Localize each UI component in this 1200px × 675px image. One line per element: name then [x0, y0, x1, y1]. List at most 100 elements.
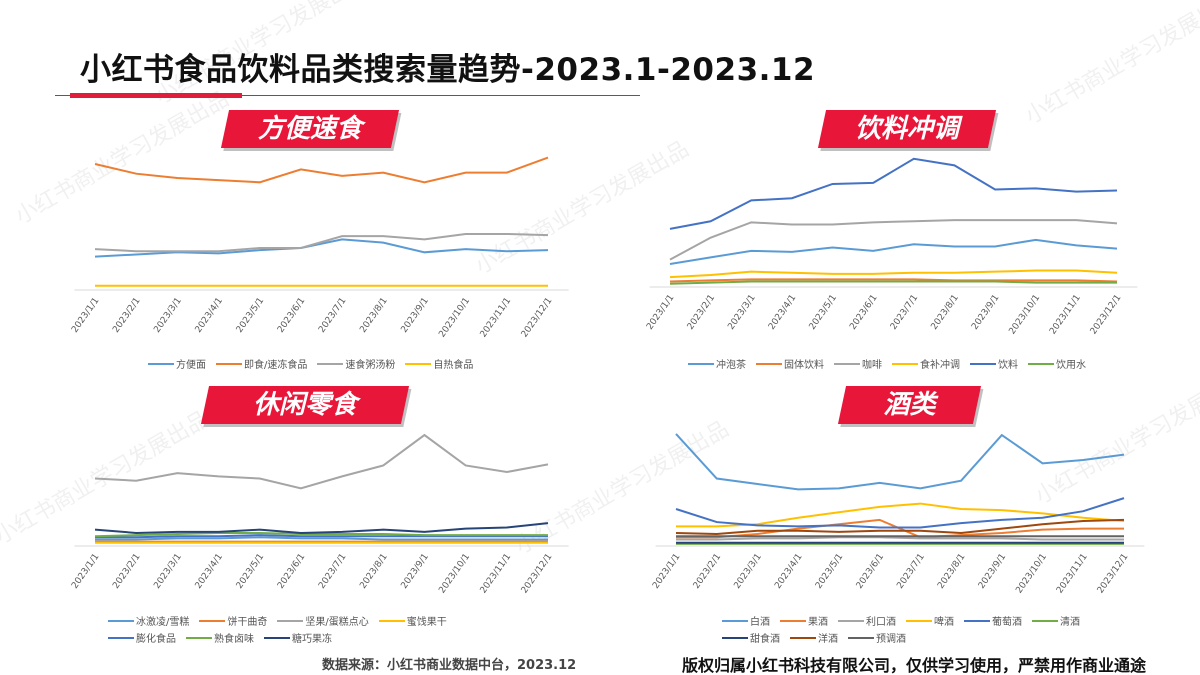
legend-label: 利口酒 [866, 617, 896, 628]
x-tick-label: 2023/7/1 [895, 552, 926, 591]
legend-swatch [790, 636, 816, 639]
legend-label: 白酒 [750, 617, 770, 628]
legend-swatch [1028, 362, 1054, 365]
legend-label: 速食粥汤粉 [345, 360, 396, 371]
legend-label: 熟食卤味 [214, 634, 254, 645]
title-underline [55, 95, 640, 96]
legend-item: 预调酒 [848, 630, 906, 645]
chart-snacks: 2023/1/1 2023/2/1 2023/3/1 2023/4/1 2023/5/1… [70, 433, 569, 596]
series-line [94, 156, 549, 184]
legend-item: 饮用水 [1028, 356, 1086, 371]
legend-swatch [186, 636, 212, 639]
legend-swatch [108, 619, 134, 622]
legend-swatch [848, 636, 874, 639]
series-line [675, 497, 1125, 529]
x-tick-label: 2023/5/1 [808, 293, 839, 332]
x-tick-label: 2023/9/1 [400, 296, 431, 335]
x-tick-label: 2023/3/1 [733, 552, 764, 591]
series-line [669, 278, 1118, 283]
legend-swatch [834, 362, 860, 365]
legend-swatch [378, 619, 405, 622]
x-tick-label: 2023/7/1 [317, 552, 348, 591]
legend-swatch [216, 362, 242, 365]
x-tick-label: 2023/8/1 [930, 293, 961, 332]
series-line [95, 536, 548, 541]
x-tick-label: 2023/2/1 [111, 552, 142, 591]
legend-swatch [780, 619, 806, 622]
legend-label: 甜食酒 [750, 634, 780, 645]
chart-banner: 饮料冲调 [817, 110, 997, 148]
legend-item: 果酒 [780, 613, 828, 628]
x-tick-label: 2023/1/1 [70, 552, 101, 591]
legend-label: 膨化食品 [136, 634, 176, 645]
x-tick-label: 2023/5/1 [235, 296, 266, 335]
chart-title: 饮料冲调 [854, 114, 959, 144]
x-tick-label: 2023/6/1 [855, 552, 886, 591]
legend-label: 咖啡 [862, 360, 882, 371]
legend-label: 饮用水 [1056, 360, 1086, 371]
series-line [675, 433, 1125, 491]
x-tick-label: 2023/7/1 [889, 293, 920, 332]
legend-swatch [277, 619, 304, 622]
legend-label: 预调酒 [876, 634, 906, 645]
x-tick-label: 2023/6/1 [848, 293, 879, 332]
chart-banner: 方便速食 [220, 110, 400, 148]
legend-item: 洋酒 [790, 630, 838, 645]
legend-item: 固体饮料 [756, 356, 824, 371]
legend-item: 坚果/蛋糕点心 [277, 613, 369, 628]
x-tick-label: 2023/8/1 [358, 552, 389, 591]
x-tick-label: 2023/11/1 [479, 552, 514, 596]
title-underline-accent [70, 93, 242, 98]
legend-label: 葡萄酒 [992, 617, 1022, 628]
legend-label: 坚果/蛋糕点心 [305, 617, 369, 628]
x-tick-label: 2023/12/1 [1089, 293, 1124, 337]
series-line [669, 269, 1118, 279]
legend-label: 方便面 [176, 360, 206, 371]
legend-label: 冰激凌/雪糕 [136, 617, 190, 628]
x-tick-label: 2023/10/1 [1008, 293, 1043, 337]
legend-swatch [688, 362, 714, 365]
legend: 白酒 果酒 利口酒 啤酒 葡萄酒 清酒甜食酒 洋酒 预调酒 [722, 613, 1102, 645]
x-tick-label: 2023/1/1 [651, 552, 682, 591]
legend-item: 啤酒 [906, 613, 954, 628]
legend-item: 清酒 [1032, 613, 1080, 628]
x-tick-label: 2023/6/1 [276, 296, 307, 335]
series-line [94, 238, 549, 258]
x-tick-label: 2023/12/1 [520, 296, 555, 340]
legend-swatch [148, 362, 174, 365]
x-tick-label: 2023/8/1 [936, 552, 967, 591]
legend-swatch [964, 619, 990, 622]
x-tick-label: 2023/12/1 [1096, 552, 1131, 596]
legend-item: 饼干曲奇 [199, 613, 267, 628]
x-tick-label: 2023/9/1 [970, 293, 1001, 332]
x-tick-label: 2023/1/1 [645, 293, 676, 332]
legend-label: 即食/速冻食品 [244, 360, 308, 371]
legend: 方便面 即食/速冻食品 速食粥汤粉 自热食品 [148, 356, 568, 371]
legend-item: 葡萄酒 [964, 613, 1022, 628]
legend-swatch [906, 619, 932, 622]
legend: 冲泡茶 固体饮料 咖啡 食补冲调 饮料 饮用水 [688, 356, 1128, 371]
chart-food: 2023/1/1 2023/2/1 2023/3/1 2023/4/1 2023/5/1… [70, 156, 569, 340]
legend-item: 饮料 [970, 356, 1018, 371]
x-tick-label: 2023/6/1 [276, 552, 307, 591]
x-tick-label: 2023/3/1 [726, 293, 757, 332]
series-line [94, 433, 549, 490]
legend-swatch [108, 636, 134, 639]
watermark: 小红书商业学习发展出品 [1021, 0, 1200, 130]
legend-swatch [264, 636, 290, 639]
data-source: 数据来源：小红书商业数据中台，2023.12 [322, 658, 577, 673]
legend-label: 糖巧果冻 [292, 634, 332, 645]
legend-item: 方便面 [148, 356, 206, 371]
x-tick-label: 2023/11/1 [479, 296, 514, 340]
legend-item: 食补冲调 [892, 356, 960, 371]
legend-label: 冲泡茶 [716, 360, 746, 371]
x-tick-label: 2023/4/1 [194, 552, 225, 591]
chart-drinks: 2023/1/1 2023/2/1 2023/3/1 2023/4/1 2023/5/1… [645, 157, 1138, 337]
series-line [669, 280, 1117, 285]
legend-item: 甜食酒 [722, 630, 780, 645]
chart-alcohol: 2023/1/1 2023/2/1 2023/3/1 2023/4/1 2023/5/1… [651, 433, 1145, 596]
x-tick-label: 2023/11/1 [1048, 293, 1083, 337]
legend-swatch [838, 619, 864, 622]
series-line [669, 238, 1118, 265]
series-line [669, 157, 1118, 230]
